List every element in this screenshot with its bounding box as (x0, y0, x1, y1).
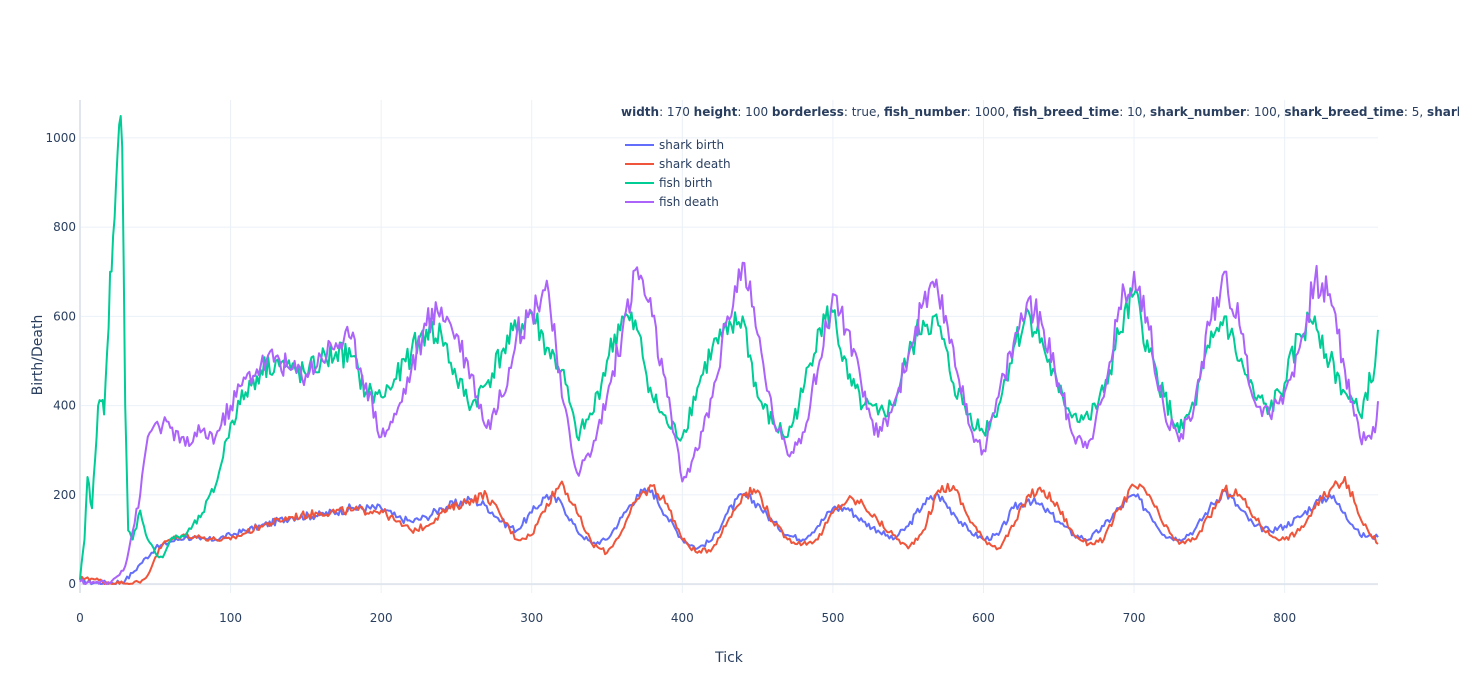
y-tick-label: 1000 (45, 131, 76, 145)
annotation-key: shark_starve_time (1427, 105, 1459, 120)
x-tick-label: 400 (671, 611, 694, 625)
series-lines (79, 115, 1379, 586)
annotation-key: height (694, 105, 738, 119)
x-axis-title: Tick (714, 650, 744, 666)
y-tick-label: 400 (53, 399, 76, 413)
legend-label: fish birth (659, 176, 712, 190)
annotation-value: : 170 (659, 105, 694, 119)
annotation-key: fish_number (884, 105, 967, 120)
annotation-key: fish_breed_time (1013, 105, 1119, 120)
legend-label: shark birth (659, 138, 724, 152)
x-tick-label: 100 (219, 611, 242, 625)
y-tick-label: 800 (53, 220, 76, 234)
legend-item[interactable]: fish death (625, 195, 719, 209)
x-tick-label: 700 (1123, 611, 1146, 625)
series-line-shark-birth (79, 487, 1379, 586)
y-axis-title: Birth/Death (30, 315, 46, 396)
series-line-fish-death (79, 261, 1379, 585)
grid-lines (79, 100, 1378, 593)
x-tick-label: 300 (520, 611, 543, 625)
legend-label: shark death (659, 157, 731, 171)
legend-item[interactable]: fish birth (625, 176, 712, 190)
y-tick-label: 600 (53, 309, 76, 323)
annotation-value: : true, (844, 105, 884, 119)
y-tick-label: 0 (68, 577, 76, 591)
annotation-value: : 5, (1404, 105, 1427, 119)
legend-label: fish death (659, 195, 719, 209)
x-tick-label: 500 (821, 611, 844, 625)
y-axis-ticks: 0 200 400 600 800 1000 (45, 131, 76, 591)
x-tick-label: 800 (1273, 611, 1296, 625)
parameters-annotation: width: 170 height: 100 borderless: true,… (621, 105, 1459, 120)
x-tick-label: 200 (370, 611, 393, 625)
x-tick-label: 0 (76, 611, 84, 625)
legend-item[interactable]: shark death (625, 157, 731, 171)
annotation-key: shark_number (1150, 105, 1246, 120)
legend-item[interactable]: shark birth (625, 138, 724, 152)
annotation-value: : 10, (1119, 105, 1150, 119)
series-line-shark-death (79, 476, 1379, 585)
x-axis-ticks: 0 100 200 300 400 500 600 700 800 (76, 611, 1296, 625)
x-tick-label: 600 (972, 611, 995, 625)
annotation-value: : 1000, (967, 105, 1013, 119)
annotation-key: width (621, 105, 659, 119)
annotation-key: borderless (772, 105, 844, 119)
annotation-value: : 100, (1246, 105, 1284, 119)
annotation-value: : 100 (737, 105, 772, 119)
legend: shark birth shark death fish birth fish dea… (625, 138, 731, 209)
annotation-key: shark_breed_time (1284, 105, 1404, 120)
y-tick-label: 200 (53, 488, 76, 502)
